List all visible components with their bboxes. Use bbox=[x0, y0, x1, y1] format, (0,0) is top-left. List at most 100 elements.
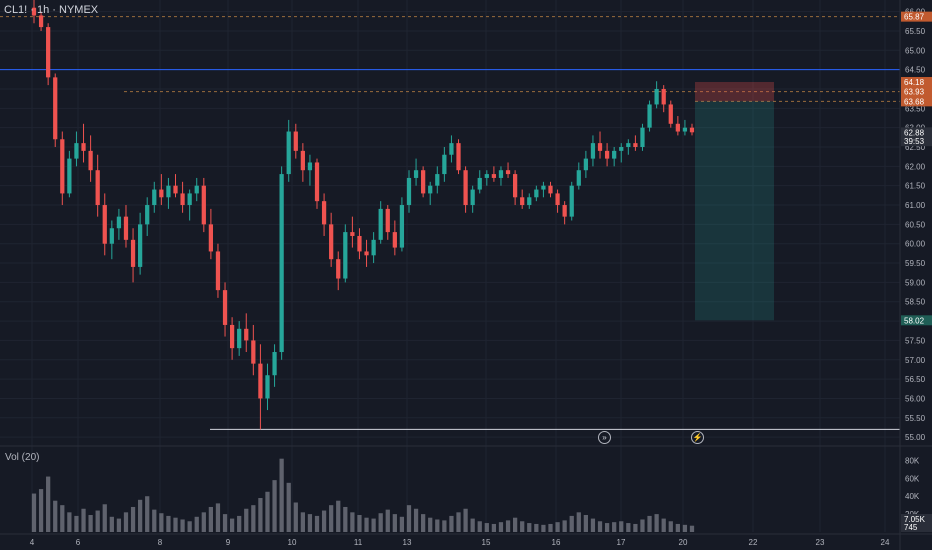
volume-bar bbox=[138, 499, 143, 532]
volume-bar bbox=[590, 518, 596, 532]
candle-body bbox=[215, 251, 221, 291]
candle-body bbox=[505, 170, 511, 175]
x-tick-label: 15 bbox=[482, 538, 491, 547]
y-tick-label: 65.50 bbox=[905, 27, 926, 36]
y-tick-label: 56.50 bbox=[905, 375, 926, 384]
volume-bar bbox=[229, 518, 235, 532]
x-tick-label: 4 bbox=[30, 538, 35, 547]
volume-bar bbox=[31, 493, 37, 532]
volume-bar bbox=[505, 520, 511, 532]
x-tick-label: 10 bbox=[288, 538, 297, 547]
volume-bar bbox=[258, 498, 263, 532]
volume-bar bbox=[102, 504, 107, 532]
candle-body bbox=[251, 340, 256, 364]
candle-body bbox=[208, 224, 214, 252]
volume-bar bbox=[81, 508, 86, 532]
volume-bar bbox=[548, 523, 553, 532]
candle-series bbox=[31, 0, 695, 430]
volume-bar bbox=[675, 523, 680, 532]
volume-bar bbox=[413, 508, 419, 532]
price-label-box bbox=[901, 96, 932, 107]
candle-body bbox=[668, 104, 673, 124]
volume-bar bbox=[265, 491, 270, 532]
candle-body bbox=[272, 352, 277, 376]
volume-bar bbox=[668, 521, 673, 532]
volume-bar bbox=[378, 513, 383, 532]
volume-label: 7.05K bbox=[904, 515, 926, 524]
candle-body bbox=[166, 185, 171, 198]
candle-body bbox=[364, 251, 369, 256]
candle-body bbox=[399, 205, 405, 248]
volume-bar bbox=[421, 514, 426, 532]
y-tick-label: 62.50 bbox=[905, 143, 926, 152]
volume-bar bbox=[343, 506, 348, 532]
candle-body bbox=[53, 77, 58, 140]
candle-body bbox=[555, 193, 560, 206]
candle-body bbox=[477, 177, 482, 190]
volume-bar bbox=[286, 482, 291, 532]
symbol-title: CL1! · 1h · NYMEX bbox=[4, 4, 99, 16]
volume-bar bbox=[612, 522, 617, 532]
candle-body bbox=[258, 363, 263, 399]
candle-body bbox=[74, 143, 79, 159]
candle-body bbox=[60, 139, 65, 194]
candle-body bbox=[343, 232, 348, 279]
volume-bar bbox=[512, 517, 518, 532]
volume-bar bbox=[293, 502, 298, 532]
scroll-to-realtime-button[interactable]: » bbox=[598, 431, 611, 444]
volume-bar bbox=[159, 513, 164, 532]
horizontal-lines bbox=[0, 16, 900, 430]
x-tick-label: 11 bbox=[354, 538, 363, 547]
candle-body bbox=[619, 147, 624, 151]
candle-body bbox=[138, 224, 143, 267]
candle-body bbox=[116, 216, 122, 229]
y-tick-label: 61.50 bbox=[905, 182, 926, 191]
candle-body bbox=[689, 127, 695, 133]
candle-body bbox=[336, 259, 341, 279]
volume-label-box bbox=[901, 514, 932, 524]
volume-bar bbox=[116, 518, 122, 532]
candle-body bbox=[406, 177, 412, 206]
candle-body bbox=[484, 174, 489, 178]
candle-body bbox=[470, 189, 475, 206]
candle-body bbox=[463, 170, 468, 206]
price-label: 39:53 bbox=[904, 137, 925, 146]
take-profit-zone bbox=[695, 101, 774, 321]
volume-tick-label: 60K bbox=[905, 474, 920, 483]
volume-bar bbox=[336, 500, 341, 532]
volume-bar bbox=[654, 514, 659, 532]
volume-bar bbox=[194, 516, 199, 532]
volume-bar bbox=[484, 523, 489, 532]
flash-icon[interactable]: ⚡ bbox=[691, 431, 704, 444]
volume-bar bbox=[534, 523, 539, 532]
candle-body bbox=[569, 185, 574, 217]
volume-bar bbox=[470, 518, 475, 532]
candle-body bbox=[541, 185, 546, 190]
x-tick-label: 24 bbox=[881, 538, 890, 547]
candle-body bbox=[46, 27, 51, 78]
price-label-box bbox=[901, 77, 932, 88]
candle-body bbox=[265, 375, 270, 399]
candle-body bbox=[428, 185, 433, 194]
volume-bar bbox=[166, 515, 171, 532]
candle-body bbox=[222, 290, 228, 325]
volume-bar bbox=[329, 505, 334, 532]
candle-body bbox=[449, 143, 454, 155]
volume-bar bbox=[428, 517, 433, 532]
candle-body bbox=[576, 170, 581, 186]
volume-bar bbox=[520, 521, 525, 532]
volume-bar bbox=[689, 525, 695, 532]
price-label: 62.88 bbox=[904, 128, 925, 137]
volume-bar bbox=[53, 500, 58, 532]
volume-bar bbox=[682, 524, 688, 532]
volume-bar bbox=[130, 506, 136, 532]
candle-body bbox=[307, 162, 313, 171]
candle-body bbox=[421, 170, 426, 194]
x-tick-label: 9 bbox=[226, 538, 231, 547]
y-tick-label: 64.50 bbox=[905, 66, 926, 75]
candle-body bbox=[152, 189, 157, 206]
volume-bar bbox=[498, 522, 504, 532]
candle-body bbox=[435, 174, 440, 186]
volume-bar bbox=[435, 519, 440, 532]
